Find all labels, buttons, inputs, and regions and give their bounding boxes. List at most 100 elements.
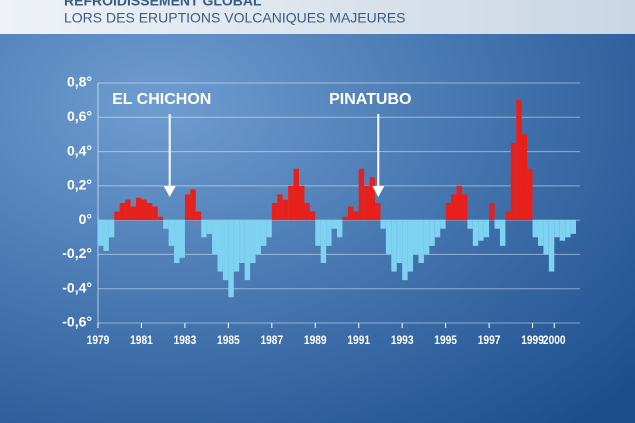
bar (499, 220, 506, 246)
bar (331, 220, 337, 229)
chart-title: REFROIDISSEMENT GLOBAL (64, 0, 262, 9)
bar (163, 220, 169, 229)
bar (521, 134, 528, 221)
x-tick-label: 1979 (87, 334, 110, 347)
y-tick-label: -0,6° (62, 314, 92, 330)
bar (347, 206, 354, 221)
bar (320, 220, 327, 263)
arrow-head (163, 186, 176, 197)
bar (212, 220, 218, 255)
x-tick-label: 1987 (260, 334, 283, 347)
bar (168, 220, 175, 246)
bar (467, 220, 473, 229)
y-tick-label: 0,4° (67, 142, 92, 158)
x-tick-label: 1995 (434, 334, 457, 347)
bar (543, 220, 549, 255)
bar (494, 220, 500, 229)
bar (385, 220, 392, 255)
bar (461, 194, 468, 221)
bar (565, 220, 571, 238)
y-tick-label: 0,2° (67, 177, 92, 193)
bar (315, 220, 321, 246)
annotation-label: PINATUBO (329, 91, 411, 108)
y-tick-label: 0,6° (67, 108, 92, 124)
bar (152, 206, 158, 221)
bar (157, 216, 164, 221)
bar (174, 220, 180, 263)
y-tick-label: -0,2° (62, 245, 92, 261)
bar (364, 185, 370, 221)
bar (423, 220, 430, 255)
bar (353, 211, 359, 221)
x-tick-label: 1991 (347, 334, 370, 347)
bar (505, 211, 511, 221)
bar (434, 220, 441, 238)
bar (304, 203, 310, 221)
bar (108, 220, 115, 238)
bar (440, 220, 446, 229)
bar (309, 211, 316, 221)
bar (136, 197, 142, 221)
bar (478, 220, 484, 241)
bar (130, 206, 137, 221)
bar (537, 220, 544, 246)
bar (277, 194, 283, 221)
x-tick-label: 1983 (174, 334, 197, 347)
bar (233, 220, 240, 272)
x-tick-label: 1999 (521, 334, 544, 347)
bar (456, 185, 462, 221)
bar (418, 220, 424, 263)
bar (228, 220, 234, 298)
bar (407, 220, 414, 272)
bar (369, 177, 376, 221)
bar (510, 143, 517, 221)
bar (532, 220, 538, 238)
y-tick-label: -0,4° (62, 279, 92, 295)
x-tick-label: 2000 (543, 334, 566, 347)
bar (266, 220, 272, 238)
bar (217, 220, 223, 272)
bar (146, 203, 153, 221)
bar (114, 211, 120, 221)
bar (375, 203, 381, 221)
bar (396, 220, 403, 263)
bar (260, 220, 267, 246)
y-tick-label: 0° (79, 211, 92, 227)
y-tick-label: 0,8° (67, 74, 92, 90)
bar (125, 199, 131, 221)
bar (391, 220, 397, 272)
bar (445, 203, 452, 221)
bar (222, 220, 229, 281)
bar (282, 199, 289, 221)
bar (380, 220, 386, 229)
bar (326, 220, 332, 246)
title-band (0, 0, 635, 34)
bar (548, 220, 555, 272)
annotation-label: EL CHICHON (112, 91, 211, 108)
bar (570, 220, 576, 234)
bar (358, 168, 365, 221)
bar (472, 220, 479, 246)
bar (559, 220, 566, 241)
bar (141, 199, 147, 221)
bar (483, 220, 490, 238)
x-tick-label: 1989 (304, 334, 327, 347)
bar (190, 189, 196, 221)
bar (250, 220, 256, 263)
bar (451, 194, 457, 221)
bar (201, 220, 207, 238)
arrow-head (372, 186, 385, 197)
bar (429, 220, 435, 246)
chart-subtitle: LORS DES ERUPTIONS VOLCANIQUES MAJEURES (64, 10, 406, 26)
bar (195, 211, 202, 221)
bar (288, 185, 294, 221)
bar (119, 203, 126, 221)
x-tick-label: 1993 (391, 334, 414, 347)
bar (239, 220, 245, 263)
bar (298, 185, 305, 221)
bar (103, 220, 109, 251)
bar (402, 220, 408, 281)
x-tick-label: 1985 (217, 334, 240, 347)
